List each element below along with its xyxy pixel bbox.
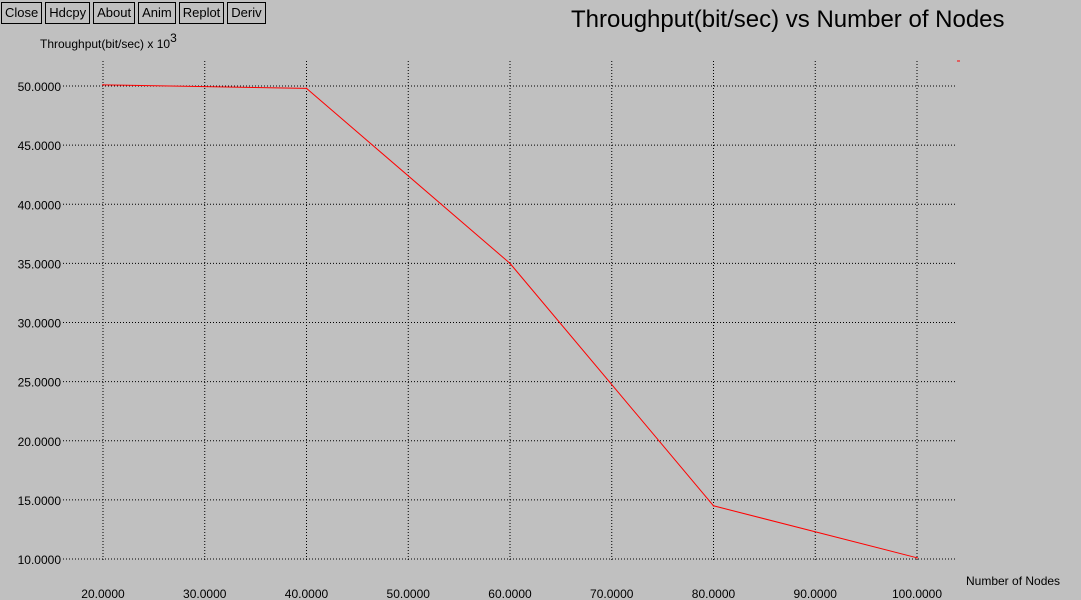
y-tick-label: 10.0000 [18, 553, 62, 567]
hardcopy-button[interactable]: Hdcpy [45, 2, 91, 24]
y-axis-label: Throughput(bit/sec) x 103 [40, 31, 177, 51]
chart-title: Throughput(bit/sec) vs Number of Nodes [571, 6, 1005, 33]
data-point [509, 262, 511, 265]
y-tick-label: 20.0000 [18, 435, 62, 449]
replot-button[interactable]: Replot [178, 2, 225, 24]
y-tick-label: 15.0000 [18, 494, 62, 508]
y-axis-label-exponent: 3 [170, 31, 177, 45]
data-point [712, 504, 715, 507]
x-tick-label: 20.0000 [81, 587, 125, 600]
y-tick-label: 50.0000 [18, 80, 62, 94]
y-tick-label: 40.0000 [18, 198, 62, 212]
data-series [102, 60, 960, 559]
x-tick-label: 30.0000 [183, 587, 227, 600]
series-line [102, 84, 918, 559]
x-tick-labels: 20.0000 30.0000 40.0000 50.0000 60.0000 70.00… [81, 587, 942, 600]
x-gridlines [102, 61, 918, 562]
x-tick-label: 70.0000 [590, 587, 634, 600]
data-point [916, 557, 918, 559]
y-tick-label: 45.0000 [18, 139, 62, 153]
x-axis-label: Number of Nodes [966, 574, 1061, 588]
y-tick-label: 25.0000 [18, 376, 62, 390]
about-button[interactable]: About [93, 2, 136, 24]
y-tick-label: 35.0000 [18, 257, 62, 271]
x-tick-label: 40.0000 [285, 587, 329, 600]
y-tick-labels: 50.0000 45.0000 40.0000 35.0000 30.0000 25.00… [18, 80, 62, 567]
x-tick-label: 100.0000 [892, 587, 942, 600]
deriv-button[interactable]: Deriv [227, 2, 266, 24]
data-point [305, 87, 308, 90]
data-point [102, 84, 104, 86]
anim-button[interactable]: Anim [138, 2, 176, 24]
toolbar: Close Hdcpy About Anim Replot Deriv [1, 2, 266, 24]
y-tick-label: 30.0000 [18, 317, 62, 331]
y-axis-label-text: Throughput(bit/sec) x 10 [40, 37, 171, 51]
close-button[interactable]: Close [1, 2, 43, 24]
x-tick-label: 50.0000 [387, 587, 431, 600]
x-tick-label: 90.0000 [794, 587, 838, 600]
y-gridlines [63, 85, 957, 560]
x-tick-label: 80.0000 [692, 587, 736, 600]
x-tick-label: 60.0000 [488, 587, 532, 600]
